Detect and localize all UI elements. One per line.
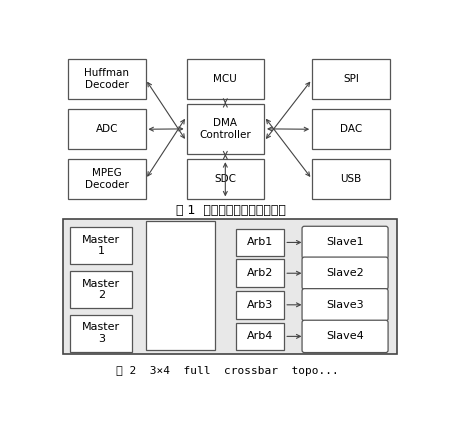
Bar <box>146 221 215 350</box>
Text: Arb1: Arb1 <box>247 237 273 248</box>
Text: 图 1  一种典型多媒体应用系统: 图 1 一种典型多媒体应用系统 <box>176 204 285 218</box>
Text: Huffman
Decoder: Huffman Decoder <box>84 68 129 90</box>
Text: SDC: SDC <box>214 174 236 184</box>
Text: Arb2: Arb2 <box>247 268 273 278</box>
Text: Slave4: Slave4 <box>326 331 364 341</box>
Bar <box>187 104 264 154</box>
Bar <box>312 109 390 149</box>
Bar <box>236 291 284 319</box>
Bar <box>187 59 264 99</box>
Bar <box>68 59 146 99</box>
Bar <box>68 159 146 199</box>
FancyBboxPatch shape <box>302 226 388 259</box>
Bar <box>70 227 132 264</box>
Text: DAC: DAC <box>340 124 362 134</box>
Bar <box>236 260 284 287</box>
Bar <box>312 159 390 199</box>
Text: MPEG
Decoder: MPEG Decoder <box>85 169 129 190</box>
Bar <box>187 159 264 199</box>
Bar <box>236 323 284 350</box>
Text: USB: USB <box>340 174 362 184</box>
Text: Slave3: Slave3 <box>326 300 364 310</box>
Text: Master
2: Master 2 <box>82 278 120 300</box>
Text: Arb3: Arb3 <box>247 300 273 310</box>
Text: Master
1: Master 1 <box>82 235 120 256</box>
Bar <box>70 315 132 352</box>
Text: SPI: SPI <box>343 74 359 84</box>
Bar <box>312 59 390 99</box>
Bar <box>236 229 284 256</box>
Text: MCU: MCU <box>213 74 237 84</box>
Text: ADC: ADC <box>96 124 118 134</box>
Bar <box>63 219 397 354</box>
Text: Slave1: Slave1 <box>326 237 364 248</box>
Text: 图 2  3×4  full  crossbar  topo...: 图 2 3×4 full crossbar topo... <box>115 366 338 376</box>
FancyBboxPatch shape <box>302 289 388 321</box>
Bar <box>68 109 146 149</box>
Text: DMA
Controller: DMA Controller <box>199 118 251 140</box>
Text: Master
3: Master 3 <box>82 323 120 344</box>
FancyBboxPatch shape <box>302 257 388 290</box>
FancyBboxPatch shape <box>302 320 388 353</box>
Bar <box>70 271 132 308</box>
Text: Slave2: Slave2 <box>326 268 364 278</box>
Text: Arb4: Arb4 <box>247 331 273 341</box>
